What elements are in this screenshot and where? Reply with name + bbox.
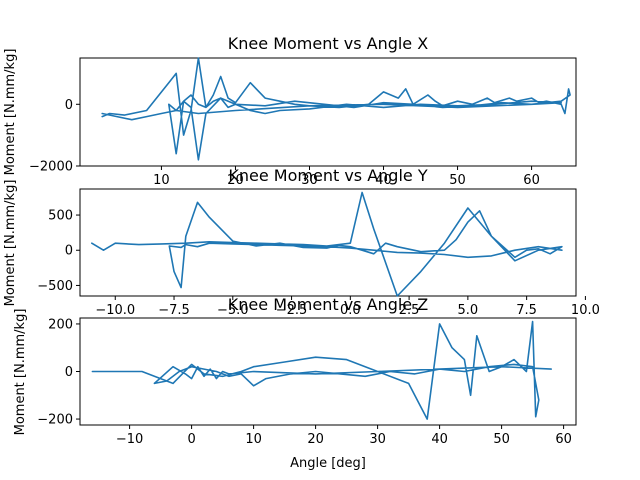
chart-title-y: Knee Moment vs Angle Y (228, 166, 427, 185)
series-line-y (91, 191, 563, 297)
subplot-angle-z: −10 0 10 20 30 40 50 60 −200 0 200 Knee Moment vs … (13, 295, 577, 471)
y-tick-label-y: 0 (65, 244, 73, 259)
y-tick-label-y: −500 (37, 279, 73, 294)
x-tick-label-x: 20 (227, 173, 244, 188)
y-axis-label-y: Moment [N.mm/kg] (3, 180, 18, 307)
x-tick-label-y: 10.0 (571, 303, 600, 318)
x-tick-label-z: 60 (555, 432, 572, 447)
tick-group-y: −10.0 −7.5 −5.0 −2.5 0.0 2.5 5.0 7.5 10.0 −500 0 50… (37, 209, 600, 318)
plot-area-x (79, 57, 577, 167)
tick-group-z: −10 0 10 20 30 40 50 60 −200 0 200 (37, 317, 572, 447)
x-tick-label-z: 50 (493, 432, 510, 447)
x-tick-label-y: 0.0 (340, 303, 361, 318)
y-tick-label-x: 0 (65, 98, 73, 113)
x-tick-label-x: 40 (375, 173, 392, 188)
x-tick-label-y: −2.5 (276, 303, 308, 318)
y-tick-label-z: −200 (37, 413, 73, 428)
tick-group-x: 10 20 30 40 50 60 −2000 0 (29, 98, 540, 188)
subplot-angle-x: 10 20 30 40 50 60 −2000 0 Knee Moment vs Angle … (3, 34, 577, 188)
x-tick-label-y: −5.0 (217, 303, 249, 318)
chart-title-x: Knee Moment vs Angle X (228, 34, 428, 53)
series-line-z (91, 320, 552, 420)
x-tick-label-x: 30 (301, 173, 318, 188)
x-tick-label-x: 10 (153, 173, 170, 188)
x-tick-label-y: −7.5 (158, 303, 190, 318)
plot-area-y (79, 188, 577, 297)
x-tick-label-z: 20 (307, 432, 324, 447)
y-tick-label-x: −2000 (29, 160, 73, 175)
chart-title-z: Knee Moment vs Angle Z (228, 295, 428, 314)
x-tick-label-z: 0 (187, 432, 195, 447)
y-tick-label-z: 0 (65, 365, 73, 380)
series-line-x (101, 57, 571, 161)
y-tick-label-y: 500 (48, 209, 73, 224)
x-tick-label-y: −10.0 (95, 303, 135, 318)
x-axis-label-z: Angle [deg] (290, 456, 366, 471)
x-tick-label-z: 30 (369, 432, 386, 447)
x-tick-label-y: 2.5 (399, 303, 420, 318)
x-tick-label-y: 7.5 (516, 303, 537, 318)
x-tick-label-x: 50 (449, 173, 466, 188)
y-axis-label-z: Moment [N.mm/kg] (13, 309, 28, 436)
y-axis-label-x: Moment [N.mm/kg] (3, 49, 18, 176)
subplot-angle-y: −10.0 −7.5 −5.0 −2.5 0.0 2.5 5.0 7.5 10.0 −500 0 50… (3, 166, 600, 318)
x-tick-label-z: −10 (116, 432, 143, 447)
x-tick-label-z: 10 (245, 432, 262, 447)
x-tick-label-x: 60 (523, 173, 540, 188)
x-tick-label-y: 5.0 (458, 303, 479, 318)
x-tick-label-z: 40 (431, 432, 448, 447)
y-tick-label-z: 200 (48, 317, 73, 332)
